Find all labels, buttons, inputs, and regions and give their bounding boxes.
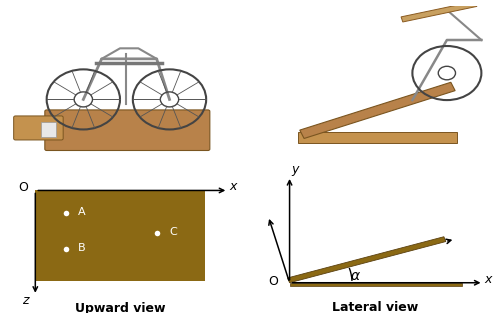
Text: x: x [484, 273, 492, 286]
Bar [36, 190, 204, 281]
Text: Upward view: Upward view [74, 302, 165, 313]
Text: α: α [350, 269, 360, 283]
Text: O: O [18, 181, 28, 194]
Text: Lateral view: Lateral view [332, 301, 418, 313]
FancyBboxPatch shape [45, 110, 210, 151]
Text: C: C [169, 227, 177, 237]
Text: y: y [292, 163, 299, 176]
Bar [41, 122, 56, 137]
Text: x: x [230, 180, 237, 192]
Text: B: B [78, 244, 85, 253]
Polygon shape [290, 283, 462, 286]
Text: z: z [22, 294, 29, 307]
Polygon shape [300, 82, 455, 138]
Text: A: A [78, 207, 85, 217]
Polygon shape [298, 132, 458, 143]
Polygon shape [288, 237, 446, 283]
FancyBboxPatch shape [14, 116, 63, 140]
Text: O: O [268, 275, 278, 288]
Polygon shape [401, 1, 477, 22]
